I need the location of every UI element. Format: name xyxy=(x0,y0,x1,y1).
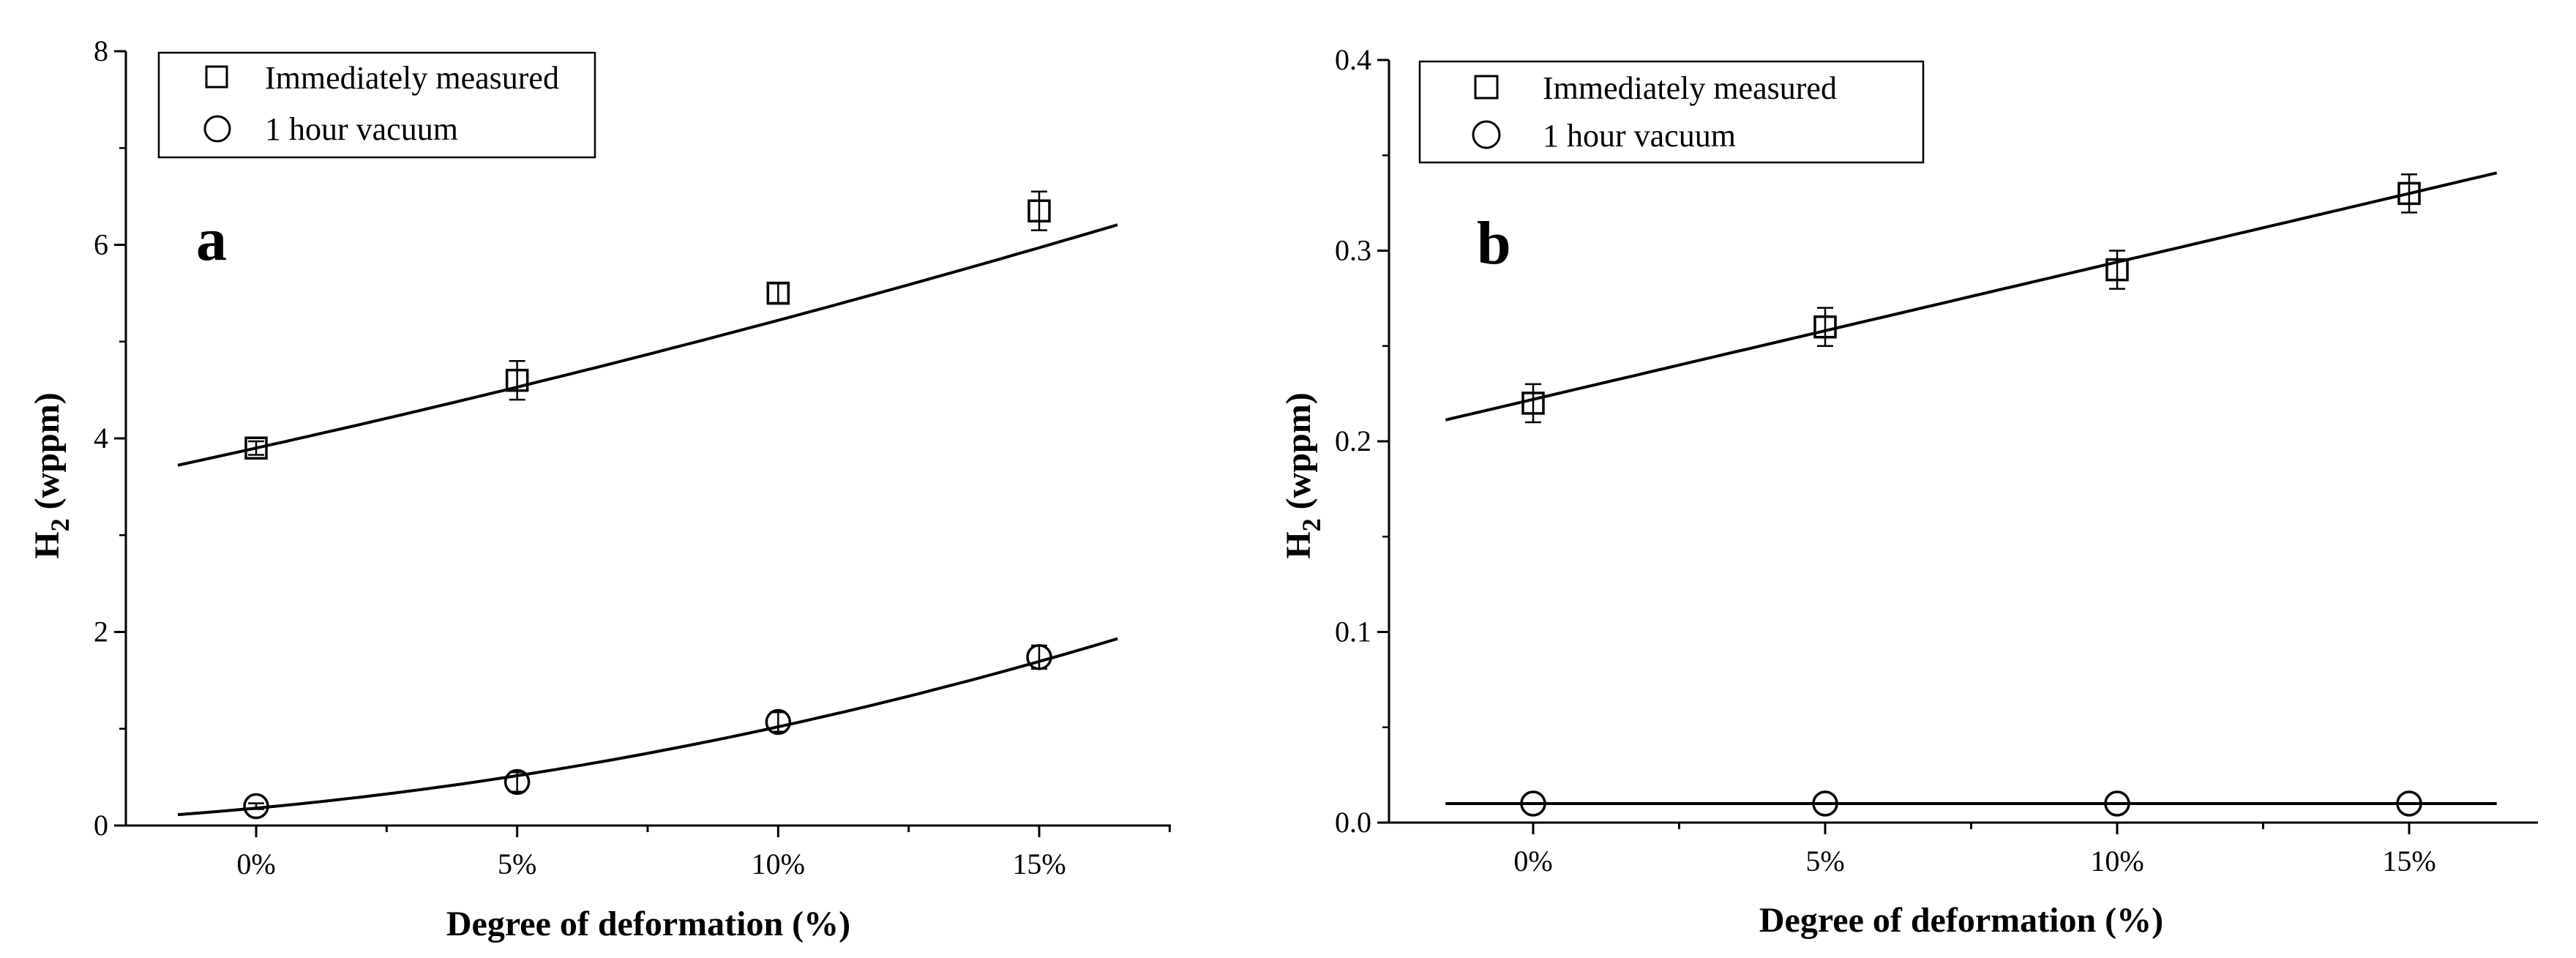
legend-circle-marker xyxy=(203,115,231,143)
fit-line xyxy=(177,223,1118,467)
x-tick-label: 10% xyxy=(752,847,805,880)
data-point-square xyxy=(1521,392,1545,415)
data-point-square xyxy=(505,368,529,392)
legend-label-immediately-measured: Immediately measured xyxy=(265,60,559,96)
x-tick-label: 10% xyxy=(2090,845,2143,877)
y-tick-label: 2 xyxy=(94,615,108,648)
y-axis-title: H2 (wppm) xyxy=(1279,392,1326,558)
data-point-circle xyxy=(243,793,269,820)
data-point-square xyxy=(244,436,268,460)
y-tick-label: 4 xyxy=(94,422,108,454)
x-axis-title: Degree of deformation (%) xyxy=(1759,901,2163,940)
x-tick-label: 0% xyxy=(1513,845,1552,877)
x-tick-label: 15% xyxy=(1012,847,1066,880)
y-tick-label: 0.1 xyxy=(1335,615,1371,648)
x-tick-label: 5% xyxy=(498,847,536,880)
legend-box xyxy=(157,51,596,159)
chart-panel-a: 0 2 4 6 8 0% 5% 10% 15% a Immediately measured 1… xyxy=(28,34,1171,943)
x-axis-title: Degree of deformation (%) xyxy=(446,905,850,943)
y-tick-label: 6 xyxy=(94,228,108,261)
data-point-circle xyxy=(1812,790,1838,817)
x-tick-label: 0% xyxy=(236,847,275,880)
legend-label-1-hour-vacuum: 1 hour vacuum xyxy=(1543,118,1736,154)
legend-circle-marker xyxy=(1472,120,1501,149)
y-axis-title: H2 (wppm) xyxy=(28,392,75,558)
legend-square-marker xyxy=(205,65,228,89)
legend: Immediately measured 1 hour vacuum xyxy=(1418,60,1925,164)
chart-panel-b: 0.0 0.1 0.2 0.3 0.4 0% 5% 10% 15% b Immediately … xyxy=(1279,43,2538,940)
x-tick-label: 15% xyxy=(2382,845,2435,877)
fit-line xyxy=(177,637,1118,817)
y-tick-label: 0.2 xyxy=(1335,424,1371,457)
y-tick-label: 0.0 xyxy=(1335,806,1371,839)
fit-line xyxy=(1445,171,2498,422)
data-point-square xyxy=(1813,315,1837,339)
legend: Immediately measured 1 hour vacuum xyxy=(157,51,596,159)
y-tick-label: 0.4 xyxy=(1335,43,1371,76)
data-point-square xyxy=(2105,258,2129,282)
data-point-square xyxy=(2397,182,2421,206)
panel-label: b xyxy=(1477,209,1511,277)
x-tick-label: 5% xyxy=(1805,845,1844,877)
data-point-circle xyxy=(1520,790,1546,817)
y-tick-label: 8 xyxy=(94,34,108,67)
legend-square-marker xyxy=(1474,75,1499,100)
legend-label-1-hour-vacuum: 1 hour vacuum xyxy=(265,111,458,147)
data-point-square xyxy=(766,281,790,305)
data-point-circle xyxy=(1026,644,1052,670)
y-tick-label: 0.3 xyxy=(1335,234,1371,267)
panel-label: a xyxy=(196,206,227,274)
data-point-circle xyxy=(765,708,792,736)
data-point-circle xyxy=(2104,790,2130,817)
data-point-circle xyxy=(2396,790,2422,817)
y-tick-label: 0 xyxy=(94,809,108,842)
data-point-square xyxy=(1027,199,1051,222)
legend-label-immediately-measured: Immediately measured xyxy=(1543,70,1837,106)
legend-box xyxy=(1418,60,1925,164)
data-point-circle xyxy=(503,768,531,796)
